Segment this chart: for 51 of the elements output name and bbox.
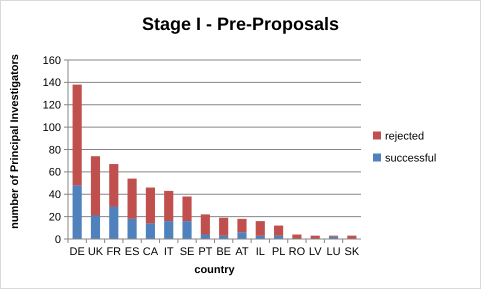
chart-title: Stage I - Pre-Proposals (142, 14, 340, 34)
x-tick-label: DE (70, 246, 85, 258)
x-tick-label: BE (216, 246, 231, 258)
y-tick-label: 80 (48, 144, 61, 156)
y-tick-label: 160 (42, 54, 61, 67)
bar (256, 221, 265, 236)
bar (219, 218, 228, 236)
bar (237, 218, 247, 232)
bar (146, 223, 155, 239)
x-tick-label: FR (106, 246, 122, 258)
y-tick-label: 140 (42, 77, 61, 90)
legend-label: successful (385, 152, 436, 164)
bar (182, 221, 192, 239)
bar (72, 185, 82, 239)
bar (109, 206, 118, 239)
bar (200, 214, 210, 235)
bar (90, 216, 100, 239)
bar (128, 218, 137, 239)
x-tick-label: CA (142, 246, 159, 258)
x-tick-label: IT (164, 246, 174, 258)
bar (310, 236, 320, 239)
y-tick-label: 40 (48, 189, 61, 202)
bar (146, 188, 155, 224)
x-axis-title: country (194, 264, 236, 276)
bar (109, 164, 118, 207)
bar (164, 190, 174, 222)
y-axis-title: number of Principal Investigators (9, 54, 21, 229)
y-tick-label: 120 (42, 100, 61, 112)
y-tick-label: 0 (54, 234, 61, 246)
x-tick-label: LU (326, 246, 341, 258)
y-tick-label: 20 (48, 211, 61, 224)
x-tick-label: LV (308, 246, 322, 258)
bar (72, 84, 82, 186)
x-tick-label: PL (272, 246, 286, 258)
legend-label: rejected (385, 130, 424, 142)
x-tick-label: SK (344, 246, 360, 258)
y-tick-label: 60 (48, 166, 61, 179)
y-tick-label: 100 (42, 122, 61, 134)
x-tick-label: RO (288, 246, 306, 258)
bar (164, 221, 174, 239)
x-tick-label: UK (88, 246, 104, 258)
x-tick-label: PT (198, 246, 213, 258)
bar (182, 196, 192, 222)
bar (274, 226, 284, 236)
x-tick-label: ES (124, 246, 140, 258)
x-tick-label: IL (256, 246, 265, 258)
x-tick-label: SE (180, 246, 194, 258)
bar (256, 236, 265, 239)
bar (128, 178, 137, 219)
bar (90, 156, 100, 216)
x-tick-label: AT (235, 246, 249, 258)
